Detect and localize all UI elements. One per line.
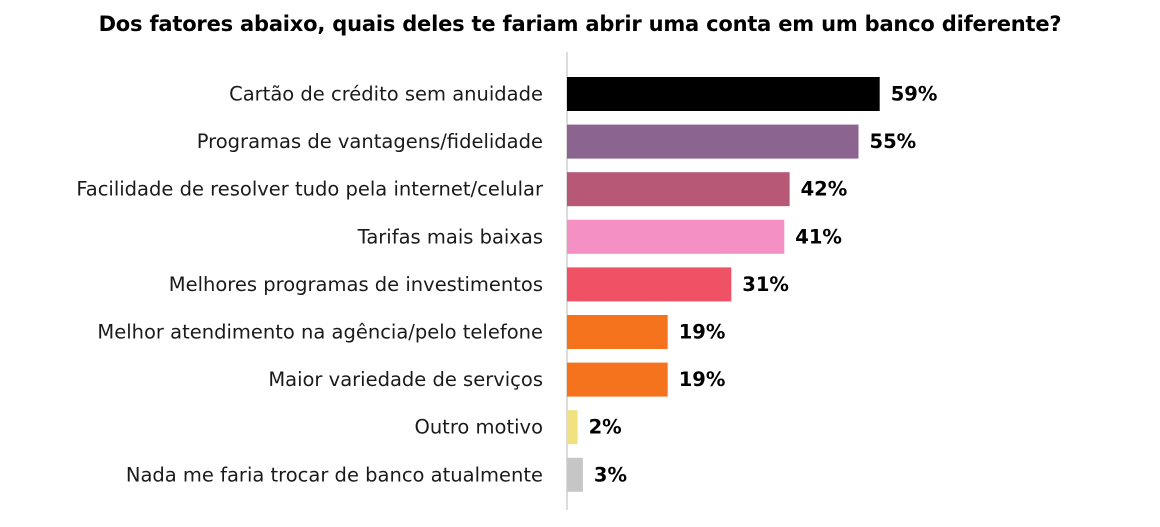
bar (567, 315, 668, 349)
category-label: Nada me faria trocar de banco atualmente (126, 463, 543, 486)
category-label: Cartão de crédito sem anuidade (229, 83, 543, 106)
value-label: 2% (589, 416, 622, 439)
bar (567, 172, 790, 207)
bar (567, 457, 583, 492)
chart-title: Dos fatores abaixo, quais deles te faria… (98, 12, 1062, 36)
category-label: Tarifas mais baixas (357, 225, 543, 248)
category-label: Maior variedade de serviços (268, 368, 543, 391)
category-labels: Cartão de crédito sem anuidade Programas … (76, 83, 544, 487)
value-label: 55% (870, 130, 917, 153)
category-label: Facilidade de resolver tudo pela interne… (76, 178, 544, 201)
value-label: 31% (742, 273, 789, 296)
category-label: Melhor atendimento na agência/pelo telef… (97, 321, 543, 344)
bars (567, 77, 880, 492)
category-label: Melhores programas de investimentos (169, 273, 543, 296)
value-label: 19% (679, 368, 726, 391)
value-label: 41% (795, 225, 842, 248)
value-label: 59% (891, 83, 938, 106)
bar (567, 267, 732, 302)
bar (567, 219, 785, 254)
value-label: 42% (801, 178, 848, 201)
value-labels: 59% 55% 42% 41% 31% 19% 19% 2% 3% (589, 83, 938, 487)
bar (567, 410, 578, 445)
category-label: Outro motivo (414, 416, 543, 439)
value-label: 3% (594, 463, 627, 486)
bar (567, 362, 668, 397)
bar (567, 124, 859, 159)
value-label: 19% (679, 321, 726, 344)
bar (567, 77, 880, 111)
category-label: Programas de vantagens/fidelidade (197, 130, 543, 153)
